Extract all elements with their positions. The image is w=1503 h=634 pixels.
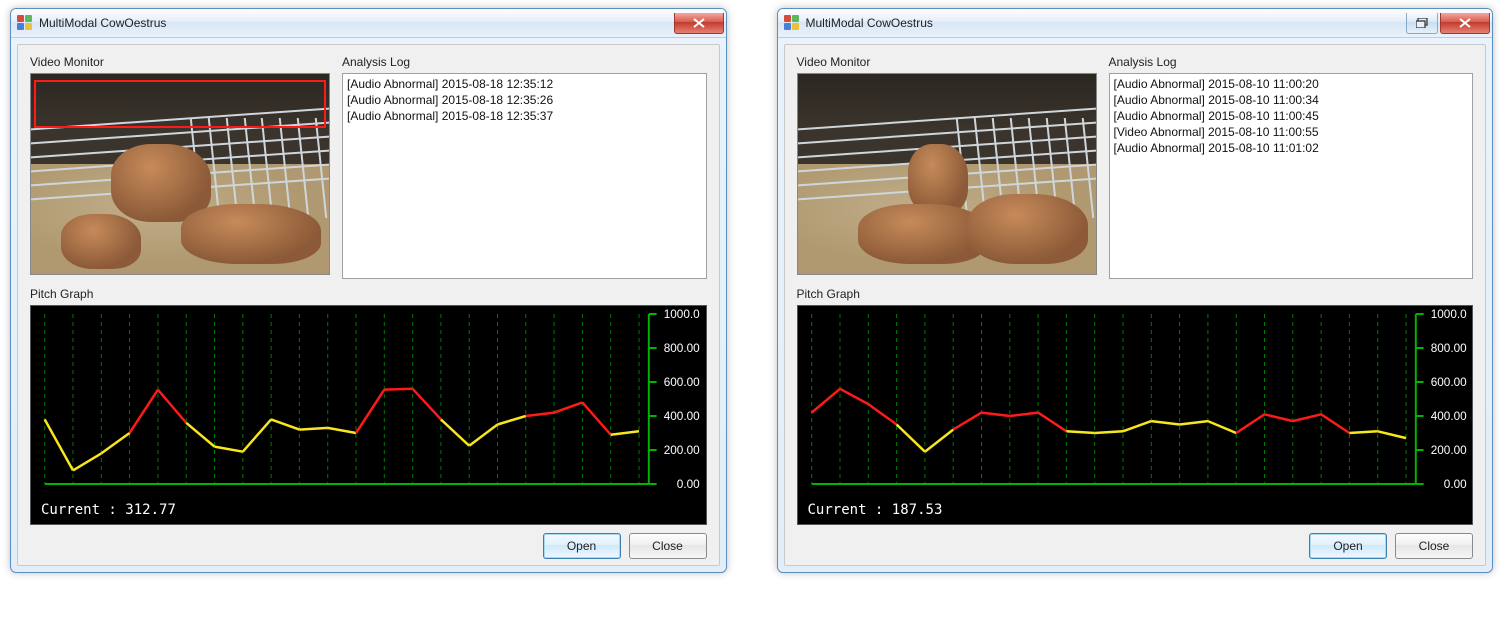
app-icon [784, 15, 800, 31]
app-window: MultiModal CowOestrus Video Monitor Analys… [777, 8, 1494, 573]
svg-text:200.00: 200.00 [1430, 443, 1466, 457]
video-monitor [797, 73, 1097, 275]
pitch-current-value: Current : 187.53 [808, 502, 943, 518]
restore-button[interactable] [1406, 13, 1438, 34]
svg-text:200.00: 200.00 [664, 443, 700, 457]
svg-text:1000.0: 1000.0 [1430, 307, 1466, 321]
pitch-graph: 0.00 200.00 400.00 600.00 800.00 1000.0 Curren… [797, 305, 1474, 525]
video-monitor-label: Video Monitor [797, 55, 1095, 69]
svg-text:600.00: 600.00 [1430, 375, 1466, 389]
open-button[interactable]: Open [543, 533, 621, 559]
svg-text:1000.0: 1000.0 [664, 307, 700, 321]
video-subject [181, 204, 321, 264]
svg-text:600.00: 600.00 [664, 375, 700, 389]
log-entry: [Audio Abnormal] 2015-08-10 11:00:45 [1114, 108, 1469, 124]
pitch-current-value: Current : 312.77 [41, 502, 176, 518]
close-button[interactable]: Close [629, 533, 707, 559]
log-entry: [Audio Abnormal] 2015-08-10 11:01:02 [1114, 140, 1469, 156]
log-entry: [Audio Abnormal] 2015-08-18 12:35:37 [347, 108, 702, 124]
pitch-graph: 0.00 200.00 400.00 600.00 800.00 1000.0 Curren… [30, 305, 707, 525]
detection-box [34, 80, 326, 128]
analysis-log[interactable]: [Audio Abnormal] 2015-08-18 12:35:12[Aud… [342, 73, 707, 279]
video-monitor [30, 73, 330, 275]
pitch-graph-label: Pitch Graph [797, 287, 1474, 301]
window-title: MultiModal CowOestrus [39, 16, 166, 30]
svg-text:0.00: 0.00 [1443, 477, 1466, 491]
log-entry: [Audio Abnormal] 2015-08-18 12:35:26 [347, 92, 702, 108]
app-window: MultiModal CowOestrus Video Monitor Analys… [10, 8, 727, 573]
analysis-log-label: Analysis Log [342, 55, 707, 69]
log-entry: [Video Abnormal] 2015-08-10 11:00:55 [1114, 124, 1469, 140]
log-entry: [Audio Abnormal] 2015-08-10 11:00:20 [1114, 76, 1469, 92]
window-title: MultiModal CowOestrus [806, 16, 933, 30]
svg-text:400.00: 400.00 [664, 409, 700, 423]
window-controls [1406, 13, 1490, 34]
window-close-button[interactable] [674, 13, 724, 34]
titlebar[interactable]: MultiModal CowOestrus [778, 9, 1493, 38]
svg-text:0.00: 0.00 [677, 477, 700, 491]
titlebar[interactable]: MultiModal CowOestrus [11, 9, 726, 38]
log-entry: [Audio Abnormal] 2015-08-18 12:35:12 [347, 76, 702, 92]
close-button[interactable]: Close [1395, 533, 1473, 559]
video-monitor-label: Video Monitor [30, 55, 328, 69]
app-icon [17, 15, 33, 31]
pitch-graph-label: Pitch Graph [30, 287, 707, 301]
video-subject [61, 214, 141, 269]
svg-text:400.00: 400.00 [1430, 409, 1466, 423]
client-area: Video Monitor Analysis Log [Audio Abnormal… [784, 44, 1487, 566]
svg-text:800.00: 800.00 [664, 341, 700, 355]
svg-text:800.00: 800.00 [1430, 341, 1466, 355]
analysis-log-label: Analysis Log [1109, 55, 1474, 69]
client-area: Video Monitor Analysis Log [Audio Abnormal… [17, 44, 720, 566]
window-close-button[interactable] [1440, 13, 1490, 34]
window-controls [674, 13, 724, 34]
video-subject [968, 194, 1088, 264]
log-entry: [Audio Abnormal] 2015-08-10 11:00:34 [1114, 92, 1469, 108]
open-button[interactable]: Open [1309, 533, 1387, 559]
analysis-log[interactable]: [Audio Abnormal] 2015-08-10 11:00:20[Aud… [1109, 73, 1474, 279]
